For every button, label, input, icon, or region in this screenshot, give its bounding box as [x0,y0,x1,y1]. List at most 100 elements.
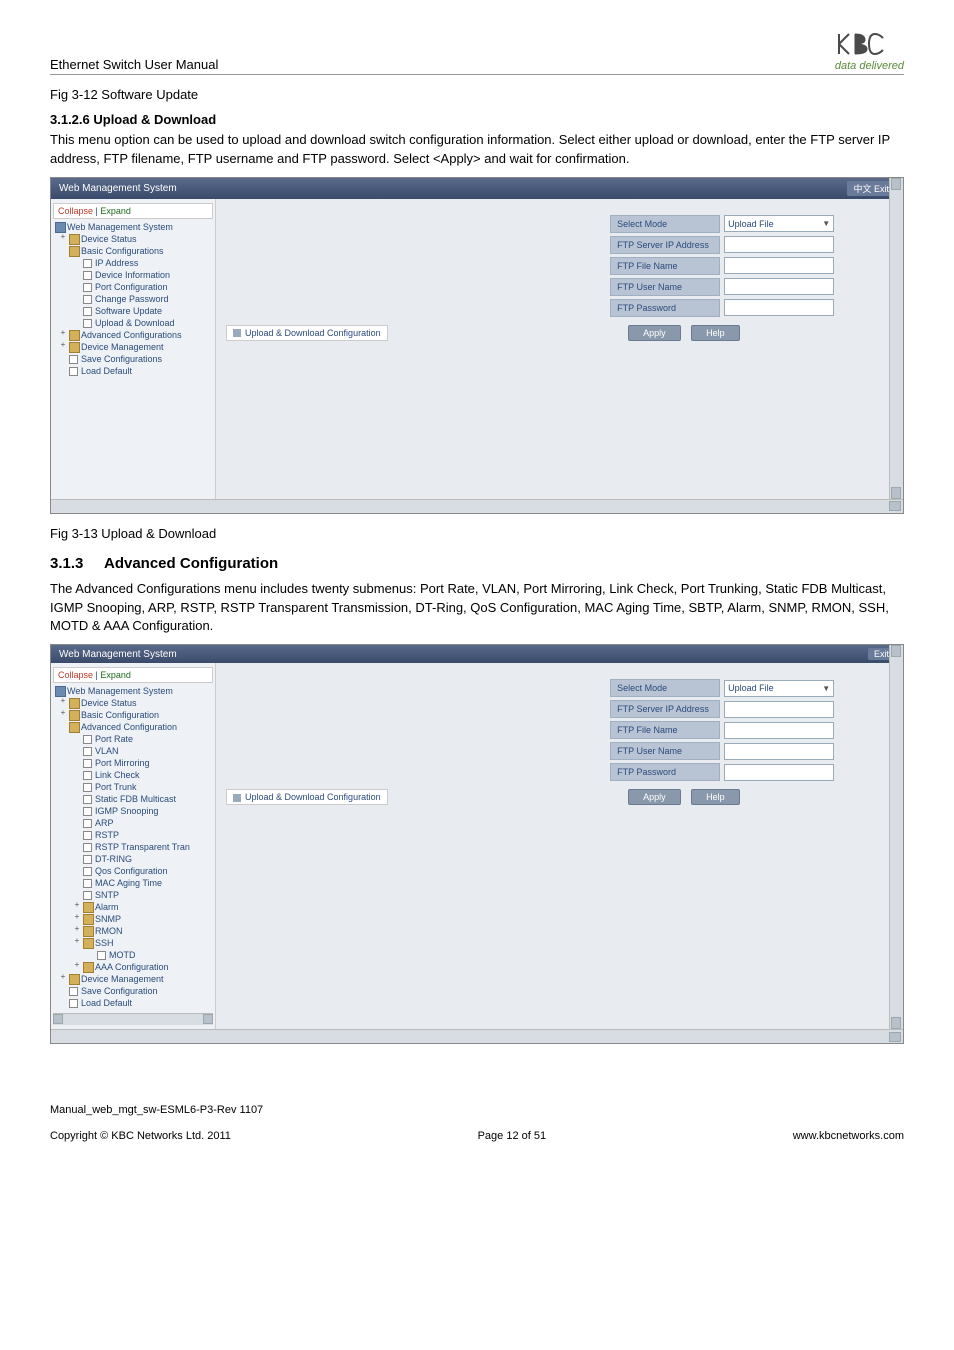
crumb-icon [233,794,241,802]
ftp-user-input[interactable] [724,278,834,295]
nav-sidebar: Collapse | Expand Web Management System … [51,199,216,499]
tree-motd[interactable]: MOTD [97,949,213,961]
vertical-scrollbar[interactable] [889,178,903,499]
tree-root[interactable]: Web Management System [55,685,213,697]
label-select-mode: Select Mode [610,679,720,697]
tree-upload-download[interactable]: Upload & Download [83,317,213,329]
select-mode-dropdown[interactable]: Upload File▼ [724,680,834,697]
tree-mac-aging[interactable]: MAC Aging Time [83,877,213,889]
tree-device-status[interactable]: Device Status [69,697,213,709]
tree-save-config[interactable]: Save Configurations [69,353,213,365]
crumb-text: Upload & Download Configuration [245,792,381,802]
label-ftp-user: FTP User Name [610,278,720,296]
tree-load-default[interactable]: Load Default [69,997,213,1009]
ftp-file-input[interactable] [724,722,834,739]
logo-area: data delivered [835,30,904,72]
label-ftp-ip: FTP Server IP Address [610,700,720,718]
expand-link[interactable]: Expand [100,206,131,216]
footer-manual-id: Manual_web_mgt_sw-ESML6-P3-Rev 1107 [50,1104,904,1116]
apply-button[interactable]: Apply [628,789,681,805]
ftp-user-input[interactable] [724,743,834,760]
tree-igmp[interactable]: IGMP Snooping [83,805,213,817]
ftp-pass-input[interactable] [724,764,834,781]
tree-sntp[interactable]: SNTP [83,889,213,901]
collapse-link[interactable]: Collapse [58,206,93,216]
ftp-pass-input[interactable] [724,299,834,316]
tree-basic-config[interactable]: Basic Configuration [69,709,213,721]
tree-vlan[interactable]: VLAN [83,745,213,757]
select-mode-dropdown[interactable]: Upload File ▼ [724,215,834,232]
tree-port-trunk[interactable]: Port Trunk [83,781,213,793]
main-panel: Upload & Download Configuration Select M… [216,199,903,499]
tree-basic-config[interactable]: Basic Configurations [69,245,213,257]
tree-advanced-config[interactable]: Advanced Configurations [69,329,213,341]
crumb-text: Upload & Download Configuration [245,328,381,338]
tree-qos[interactable]: Qos Configuration [83,865,213,877]
collapse-expand-toggle[interactable]: Collapse | Expand [53,667,213,683]
horizontal-scrollbar[interactable] [51,499,903,513]
tree-port-mirroring[interactable]: Port Mirroring [83,757,213,769]
apply-button[interactable]: Apply [628,325,681,341]
section-heading-upload: 3.1.2.6 Upload & Download [50,112,904,127]
help-button[interactable]: Help [691,789,740,805]
tree-software-update[interactable]: Software Update [83,305,213,317]
tree-port-config[interactable]: Port Configuration [83,281,213,293]
chevron-down-icon: ▼ [822,684,830,693]
footer-copyright: Copyright © KBC Networks Ltd. 2011 [50,1130,231,1142]
select-mode-value: Upload File [728,219,774,229]
label-ftp-pass: FTP Password [610,763,720,781]
tree-device-mgmt[interactable]: Device Management [69,973,213,985]
tree-root[interactable]: Web Management System [55,221,213,233]
sidebar-hscroll[interactable] [53,1013,213,1025]
tree-device-mgmt[interactable]: Device Management [69,341,213,353]
main-panel: Upload & Download Configuration Select M… [216,663,903,1029]
tree-alarm[interactable]: Alarm [83,901,213,913]
tree-static-fdb[interactable]: Static FDB Multicast [83,793,213,805]
tree-load-default[interactable]: Load Default [69,365,213,377]
tree-ssh[interactable]: SSH [83,937,213,949]
ftp-file-input[interactable] [724,257,834,274]
nav-sidebar: Collapse | Expand Web Management System … [51,663,216,1029]
tree-rstp-trans[interactable]: RSTP Transparent Tran [83,841,213,853]
tree-rstp[interactable]: RSTP [83,829,213,841]
tree-device-info[interactable]: Device Information [83,269,213,281]
ftp-ip-input[interactable] [724,701,834,718]
ftp-ip-input[interactable] [724,236,834,253]
window-title: Web Management System [59,183,177,194]
tree-arp[interactable]: ARP [83,817,213,829]
tree-port-rate[interactable]: Port Rate [83,733,213,745]
logo-tagline: data delivered [835,60,904,72]
tree-snmp[interactable]: SNMP [83,913,213,925]
figure-caption-312: Fig 3-12 Software Update [50,87,904,102]
tree-save-config[interactable]: Save Configuration [69,985,213,997]
help-button[interactable]: Help [691,325,740,341]
exit-button[interactable]: Exit [847,181,895,196]
upload-form: Select Mode Upload File▼ FTP Server IP A… [610,215,834,341]
tree-dtring[interactable]: DT-RING [83,853,213,865]
nav-tree: Web Management System Device Status Basi… [53,685,213,1009]
chevron-down-icon: ▼ [822,219,830,228]
tree-device-status[interactable]: Device Status [69,233,213,245]
breadcrumb: Upload & Download Configuration [226,325,388,341]
tree-advanced-config[interactable]: Advanced Configuration [69,721,213,733]
tree-change-password[interactable]: Change Password [83,293,213,305]
expand-link[interactable]: Expand [100,670,131,680]
tree-rmon[interactable]: RMON [83,925,213,937]
collapse-expand-toggle[interactable]: Collapse | Expand [53,203,213,219]
horizontal-scrollbar[interactable] [51,1029,903,1043]
collapse-link[interactable]: Collapse [58,670,93,680]
tree-aaa[interactable]: AAA Configuration [83,961,213,973]
section-body-upload: This menu option can be used to upload a… [50,131,904,169]
upload-form: Select Mode Upload File▼ FTP Server IP A… [610,679,834,805]
nav-tree: Web Management System Device Status Basi… [53,221,213,377]
footer-page: Page 12 of 51 [478,1130,547,1142]
page-header: Ethernet Switch User Manual data deliver… [50,30,904,75]
tree-ip-address[interactable]: IP Address [83,257,213,269]
vertical-scrollbar[interactable] [889,645,903,1029]
section-heading-advanced: 3.1.3Advanced Configuration [50,555,904,572]
screenshot-upload-download: Web Management System Exit Collapse | Ex… [50,177,904,514]
tree-link-check[interactable]: Link Check [83,769,213,781]
window-titlebar: Web Management System Exit [51,645,903,663]
breadcrumb: Upload & Download Configuration [226,789,388,805]
crumb-icon [233,329,241,337]
